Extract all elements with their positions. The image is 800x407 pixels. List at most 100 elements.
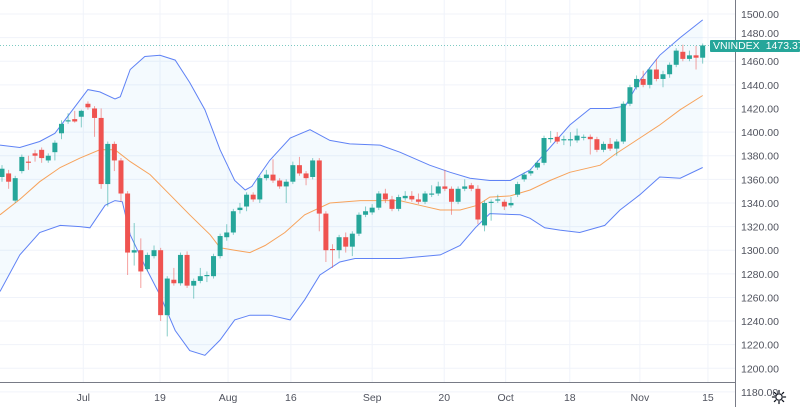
time-axis[interactable]: Jul 19 Aug 16 Sep 20 Oct 18 Nov 15 <box>77 392 714 404</box>
candle-up <box>230 208 236 235</box>
candle-up <box>369 204 375 215</box>
candle-body <box>435 186 441 194</box>
candle-up <box>614 139 620 156</box>
candle-body <box>204 275 210 277</box>
candle-body <box>0 168 5 177</box>
candle-body <box>343 237 349 247</box>
candle-body <box>422 193 428 202</box>
candle-down <box>158 247 164 322</box>
candle-down <box>118 158 124 202</box>
time-tick-label: Aug <box>219 392 238 404</box>
candle-down <box>25 155 31 170</box>
candle-up <box>356 212 362 237</box>
candle-up <box>435 181 441 196</box>
candle-body <box>270 174 276 181</box>
price-tick-label: 1360.00 <box>741 174 779 186</box>
candle-up <box>19 154 25 174</box>
price-tick-label: 1240.00 <box>741 316 779 328</box>
candle-body <box>131 250 137 253</box>
candle-body <box>653 69 659 79</box>
candle-up <box>257 175 263 203</box>
candle-body <box>561 139 567 141</box>
price-tick-label: 1420.00 <box>741 103 779 115</box>
candle-body <box>528 171 534 174</box>
price-tick-label: 1400.00 <box>741 127 779 139</box>
candle-up <box>402 191 408 201</box>
candle-down <box>72 110 78 123</box>
candle-up <box>217 233 223 259</box>
candle-down <box>92 106 98 137</box>
candle-down <box>415 193 421 205</box>
candle-up <box>290 161 296 185</box>
price-tick-label: 1460.00 <box>741 56 779 68</box>
candle-down <box>343 232 349 253</box>
candle-body <box>409 195 415 200</box>
candle-body <box>567 139 573 141</box>
time-tick-label: Nov <box>631 392 650 404</box>
candle-down <box>693 45 699 70</box>
price-tick-label: 1300.00 <box>741 245 779 257</box>
candle-up <box>237 202 243 214</box>
candle-body <box>515 184 521 195</box>
candle-body <box>667 64 673 75</box>
candle-body <box>45 155 51 161</box>
price-tick-label: 1440.00 <box>741 80 779 92</box>
candle-up <box>601 141 607 153</box>
candle-body <box>521 174 527 180</box>
candle-body <box>303 173 309 179</box>
upper-band-line <box>0 19 704 191</box>
candle-body <box>98 117 104 185</box>
candle-body <box>118 160 124 194</box>
price-tick-label: 1280.00 <box>741 269 779 281</box>
candle-body <box>554 136 560 142</box>
time-tick-label: 16 <box>285 392 297 404</box>
candle-down <box>448 186 454 215</box>
candle-up <box>396 194 402 212</box>
price-tick-label: 1220.00 <box>741 340 779 352</box>
candle-body <box>634 78 640 88</box>
candle-body <box>217 236 223 257</box>
candle-body <box>647 69 653 85</box>
candle-down <box>303 171 309 186</box>
candle-body <box>349 233 355 247</box>
candle-body <box>415 199 421 202</box>
candle-down <box>39 147 45 163</box>
time-tick-label: Jul <box>77 392 90 404</box>
candle-down <box>184 251 190 288</box>
candle-body <box>78 110 84 117</box>
candle-up <box>541 135 547 166</box>
candle-down <box>594 136 600 153</box>
candle-up <box>521 172 527 182</box>
candle-down <box>587 134 593 155</box>
candle-body <box>58 123 64 134</box>
bollinger-bands <box>0 19 704 356</box>
candle-body <box>65 120 71 122</box>
candle-body <box>680 51 686 59</box>
candle-body <box>184 254 190 286</box>
candle-up <box>673 48 679 68</box>
price-axis[interactable]: 1500.00 1480.00 1460.00 1440.00 1420.00 1400.… <box>741 9 779 399</box>
candle-up <box>634 75 640 90</box>
candle-up <box>310 158 316 180</box>
candle-down <box>277 178 283 189</box>
band-fill <box>0 19 703 356</box>
candle-down <box>125 191 131 276</box>
candle-body <box>382 193 388 200</box>
candle-up <box>105 141 111 207</box>
candle-up <box>508 197 514 208</box>
candle-up <box>660 70 666 88</box>
settings-gear-icon[interactable] <box>771 389 787 405</box>
candle-down <box>680 44 686 62</box>
candle-body <box>158 250 164 316</box>
candle-down <box>323 211 329 263</box>
candle-body <box>363 211 369 215</box>
candle-body <box>250 194 256 200</box>
lower-band-line <box>0 167 703 356</box>
candle-body <box>693 55 699 58</box>
candle-down <box>32 149 38 162</box>
candle-up <box>283 179 289 203</box>
candle-body <box>323 213 329 251</box>
candle-up <box>144 252 150 272</box>
candle-body <box>177 254 183 284</box>
